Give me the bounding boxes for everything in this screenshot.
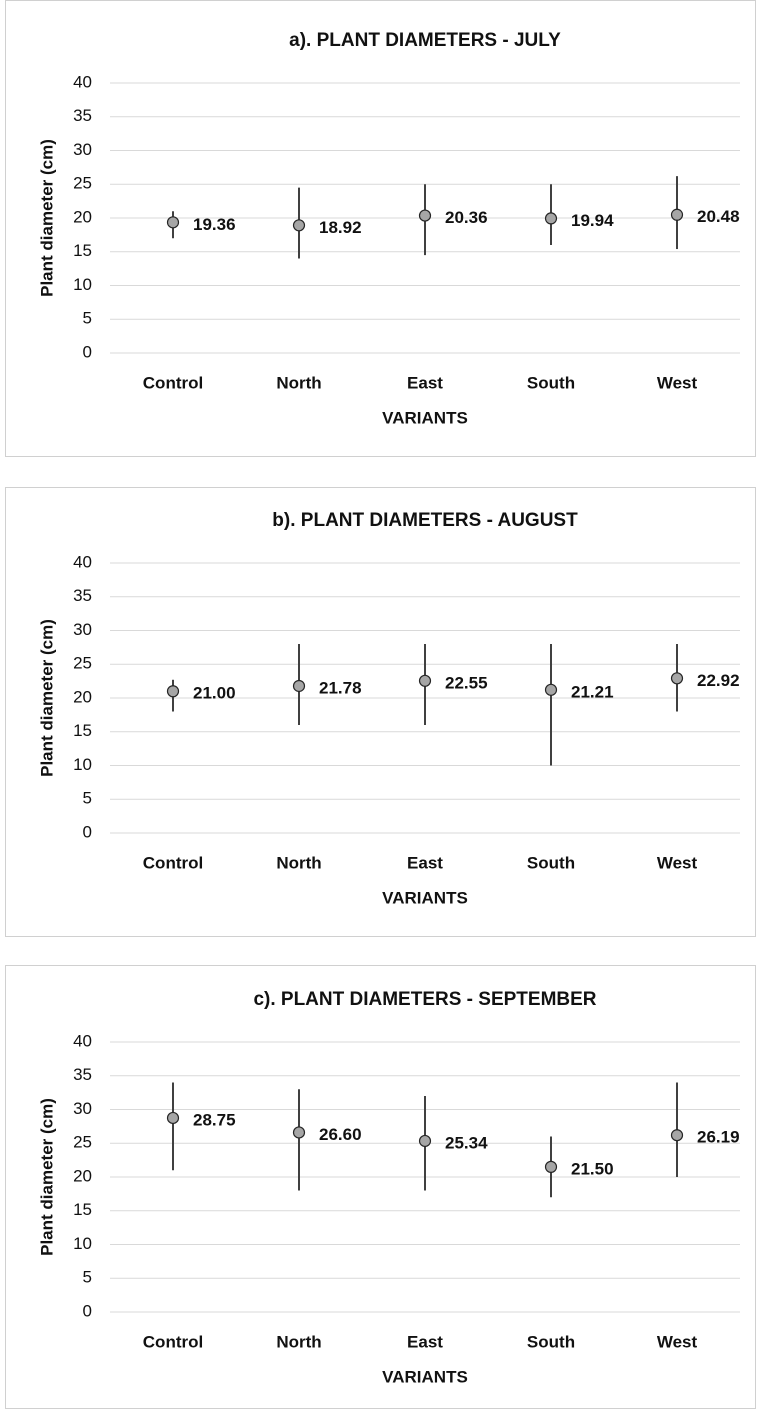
- y-tick-label: 40: [73, 552, 92, 571]
- y-tick-label: 40: [73, 1031, 92, 1050]
- y-tick-label: 5: [83, 1268, 92, 1287]
- data-point: [670, 1129, 684, 1142]
- data-label: 26.19: [697, 1128, 740, 1147]
- data-point: [544, 212, 558, 225]
- data-label: 25.34: [445, 1133, 488, 1152]
- y-tick-label: 0: [83, 822, 92, 841]
- y-tick-label: 15: [73, 241, 92, 260]
- y-tick-label: 5: [83, 789, 92, 808]
- x-tick-label: Control: [143, 853, 203, 872]
- x-tick-label: East: [407, 1332, 443, 1351]
- y-axis-label: Plant diameter (cm): [37, 139, 56, 297]
- data-label: 21.00: [193, 684, 236, 703]
- x-tick-label: Control: [143, 1332, 203, 1351]
- data-point: [418, 674, 432, 687]
- data-point: [670, 208, 684, 221]
- data-label: 19.36: [193, 215, 236, 234]
- x-axis-label: VARIANTS: [382, 1367, 468, 1386]
- y-tick-label: 20: [73, 1166, 92, 1185]
- x-tick-label: West: [657, 853, 698, 872]
- x-tick-label: North: [276, 373, 321, 392]
- data-point: [418, 1134, 432, 1148]
- x-tick-label: South: [527, 853, 575, 872]
- x-tick-label: South: [527, 373, 575, 392]
- y-tick-label: 10: [73, 1234, 92, 1253]
- x-tick-label: North: [276, 853, 321, 872]
- data-label: 21.50: [571, 1159, 614, 1178]
- data-label: 22.55: [445, 673, 488, 692]
- chart-panel: [5, 965, 756, 1409]
- y-tick-label: 5: [83, 309, 92, 328]
- data-point: [544, 683, 558, 696]
- data-label: 22.92: [697, 671, 740, 690]
- y-tick-label: 15: [73, 721, 92, 740]
- y-tick-label: 40: [73, 72, 92, 91]
- y-tick-label: 25: [73, 1133, 92, 1152]
- data-label: 26.60: [319, 1125, 362, 1144]
- data-point: [166, 1111, 180, 1125]
- chart-panel: [5, 0, 756, 457]
- y-tick-label: 0: [83, 342, 92, 361]
- y-axis-label: Plant diameter (cm): [37, 619, 56, 777]
- x-tick-label: East: [407, 853, 443, 872]
- y-tick-label: 35: [73, 586, 92, 605]
- data-label: 28.75: [193, 1110, 236, 1129]
- data-point: [292, 1126, 306, 1139]
- data-label: 21.21: [571, 682, 614, 701]
- data-point: [166, 216, 180, 229]
- y-axis-label: Plant diameter (cm): [37, 1098, 56, 1256]
- x-tick-label: South: [527, 1332, 575, 1351]
- y-tick-label: 0: [83, 1301, 92, 1320]
- y-tick-label: 10: [73, 755, 92, 774]
- data-point: [292, 679, 306, 693]
- chart-panel: [5, 487, 756, 937]
- data-label: 20.36: [445, 208, 488, 227]
- y-tick-label: 30: [73, 1099, 92, 1118]
- chart-title: b). PLANT DIAMETERS - AUGUST: [272, 510, 578, 531]
- x-axis-label: VARIANTS: [382, 888, 468, 907]
- data-point: [292, 219, 306, 232]
- chart-title: c). PLANT DIAMETERS - SEPTEMBER: [253, 989, 596, 1010]
- x-tick-label: West: [657, 1332, 698, 1351]
- y-tick-label: 15: [73, 1200, 92, 1219]
- data-label: 21.78: [319, 678, 362, 697]
- data-label: 20.48: [697, 207, 740, 226]
- y-tick-label: 20: [73, 207, 92, 226]
- x-tick-label: East: [407, 373, 443, 392]
- x-tick-label: Control: [143, 373, 203, 392]
- x-tick-label: West: [657, 373, 698, 392]
- data-point: [418, 209, 432, 222]
- data-label: 19.94: [571, 211, 614, 230]
- y-tick-label: 25: [73, 174, 92, 193]
- y-tick-label: 35: [73, 1065, 92, 1084]
- data-point: [166, 685, 180, 698]
- y-tick-label: 10: [73, 275, 92, 294]
- x-axis-label: VARIANTS: [382, 408, 468, 427]
- y-tick-label: 35: [73, 106, 92, 125]
- chart-title: a). PLANT DIAMETERS - JULY: [289, 30, 561, 51]
- y-tick-label: 30: [73, 140, 92, 159]
- y-tick-label: 25: [73, 654, 92, 673]
- data-point: [544, 1160, 558, 1173]
- data-point: [670, 672, 684, 685]
- x-tick-label: North: [276, 1332, 321, 1351]
- data-label: 18.92: [319, 218, 362, 237]
- y-tick-label: 20: [73, 687, 92, 706]
- y-tick-label: 30: [73, 620, 92, 639]
